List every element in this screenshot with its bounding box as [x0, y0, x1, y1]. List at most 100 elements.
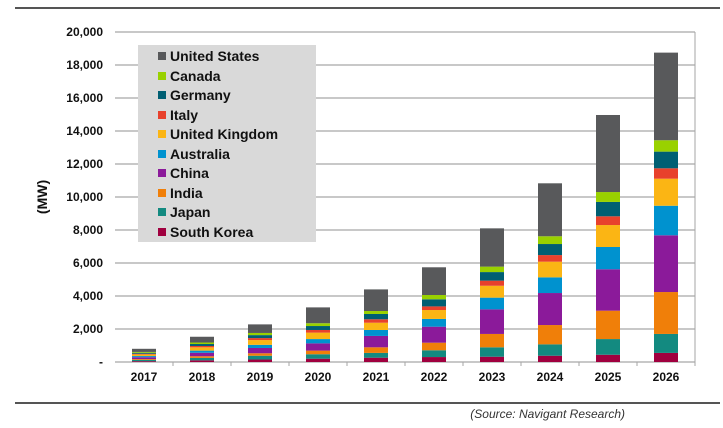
- x-tick-label: 2023: [479, 370, 506, 384]
- y-tick-label: 16,000: [66, 91, 103, 105]
- x-tick-label: 2018: [189, 370, 216, 384]
- bar-segment-germany-2019: [248, 335, 272, 339]
- bar-segment-united-kingdom-2020: [306, 332, 330, 340]
- y-tick-label: 2,000: [73, 322, 103, 336]
- bar-segment-united-states-2019: [248, 324, 272, 333]
- bar-segment-italy-2019: [248, 338, 272, 341]
- bar-segment-india-2018: [190, 356, 214, 358]
- bar-segment-south-korea-2017: [132, 361, 156, 362]
- bar-segment-south-korea-2019: [248, 359, 272, 362]
- legend-label: United Kingdom: [170, 126, 279, 142]
- bar-segment-united-states-2018: [190, 336, 214, 343]
- bar-segment-china-2026: [654, 235, 678, 293]
- bar-segment-india-2025: [596, 310, 620, 340]
- bar-segment-australia-2023: [480, 297, 504, 310]
- bar-segment-canada-2024: [538, 236, 562, 245]
- bar-segment-australia-2026: [654, 205, 678, 236]
- bar-segment-china-2022: [422, 326, 446, 343]
- bar-segment-canada-2021: [364, 311, 388, 314]
- bar-segment-italy-2024: [538, 255, 562, 262]
- bar-segment-germany-2024: [538, 244, 562, 256]
- bar-segment-germany-2025: [596, 201, 620, 217]
- bar-segment-china-2018: [190, 352, 214, 357]
- bar-segment-germany-2018: [190, 344, 214, 346]
- bar-segment-australia-2024: [538, 277, 562, 294]
- bottom-divider: [15, 402, 720, 404]
- bar-segment-india-2020: [306, 350, 330, 355]
- bar-segment-india-2021: [364, 347, 388, 353]
- bar-segment-italy-2017: [132, 353, 156, 355]
- bar-segment-germany-2022: [422, 299, 446, 307]
- bar-segment-australia-2018: [190, 350, 214, 353]
- bar-segment-japan-2018: [190, 357, 214, 361]
- bar-segment-united-kingdom-2021: [364, 322, 388, 330]
- bar-segment-germany-2026: [654, 151, 678, 169]
- legend-label: Japan: [170, 204, 211, 220]
- legend-label: China: [170, 165, 209, 181]
- legend-swatch: [158, 110, 166, 119]
- bar-segment-australia-2017: [132, 356, 156, 358]
- bar-segment-south-korea-2025: [596, 354, 620, 362]
- y-tick-label: 10,000: [66, 190, 103, 204]
- bar-segment-australia-2020: [306, 339, 330, 344]
- legend-label: Germany: [170, 87, 231, 103]
- bar-segment-united-kingdom-2026: [654, 178, 678, 206]
- legend: United States Canada Germany Italy United Ki…: [138, 45, 316, 242]
- bar-segment-china-2019: [248, 347, 272, 354]
- legend-label: Italy: [170, 106, 199, 123]
- bar-segment-united-states-2025: [596, 114, 620, 193]
- bar-segment-united-states-2022: [422, 267, 446, 296]
- bar-segment-south-korea-2020: [306, 358, 330, 362]
- y-tick-label: 6,000: [73, 256, 103, 270]
- legend-item: South Korea: [158, 223, 253, 242]
- bar-segment-south-korea-2026: [654, 352, 678, 362]
- legend-swatch: [158, 130, 166, 138]
- bar-segment-italy-2026: [654, 168, 678, 179]
- source-note: (Source: Navigant Research): [470, 407, 625, 421]
- legend-swatch: [158, 188, 166, 197]
- bar-segment-india-2023: [480, 333, 504, 348]
- bar-segment-united-states-2020: [306, 307, 330, 324]
- legend-swatch: [158, 208, 166, 216]
- y-tick-label: 12,000: [66, 157, 103, 171]
- bar-segment-south-korea-2024: [538, 355, 562, 362]
- bar-segment-united-kingdom-2024: [538, 261, 562, 278]
- bar-segment-united-kingdom-2022: [422, 310, 446, 319]
- legend-item: Australia: [158, 145, 230, 164]
- legend-item: Germany: [158, 86, 231, 105]
- bar-segment-germany-2020: [306, 326, 330, 330]
- bar-segment-canada-2020: [306, 323, 330, 327]
- bar-segment-china-2020: [306, 343, 330, 351]
- x-tick-label: 2020: [305, 370, 332, 384]
- x-tick-label: 2024: [537, 370, 564, 384]
- bar-segment-australia-2022: [422, 318, 446, 327]
- bar-segment-china-2024: [538, 293, 562, 326]
- bar-segment-japan-2019: [248, 355, 272, 360]
- bar-segment-united-kingdom-2023: [480, 285, 504, 298]
- legend-label: South Korea: [170, 223, 254, 240]
- y-tick-label: 20,000: [66, 25, 103, 39]
- bar-segment-italy-2018: [190, 345, 214, 348]
- top-divider: [15, 7, 720, 9]
- y-tick-label: -: [99, 355, 103, 369]
- legend-item: Japan: [158, 203, 210, 222]
- bar-segment-japan-2026: [654, 333, 678, 353]
- bar-segment-australia-2025: [596, 246, 620, 270]
- bar-segment-china-2017: [132, 357, 156, 360]
- bar-segment-south-korea-2021: [364, 357, 388, 362]
- x-tick-label: 2026: [653, 370, 680, 384]
- bar-segment-china-2025: [596, 269, 620, 311]
- legend-label: Australia: [170, 145, 230, 162]
- legend-label: India: [170, 184, 203, 201]
- bar-segment-india-2026: [654, 292, 678, 334]
- y-tick-label: 14,000: [66, 124, 103, 138]
- bar-segment-japan-2020: [306, 354, 330, 359]
- legend-label: Canada: [170, 67, 221, 84]
- bar-segment-japan-2025: [596, 339, 620, 355]
- bar-segment-india-2022: [422, 342, 446, 351]
- bar-segment-germany-2021: [364, 313, 388, 320]
- bar-segment-canada-2019: [248, 332, 272, 336]
- bar-segment-germany-2017: [132, 352, 156, 354]
- y-axis-label: (MW): [34, 180, 50, 214]
